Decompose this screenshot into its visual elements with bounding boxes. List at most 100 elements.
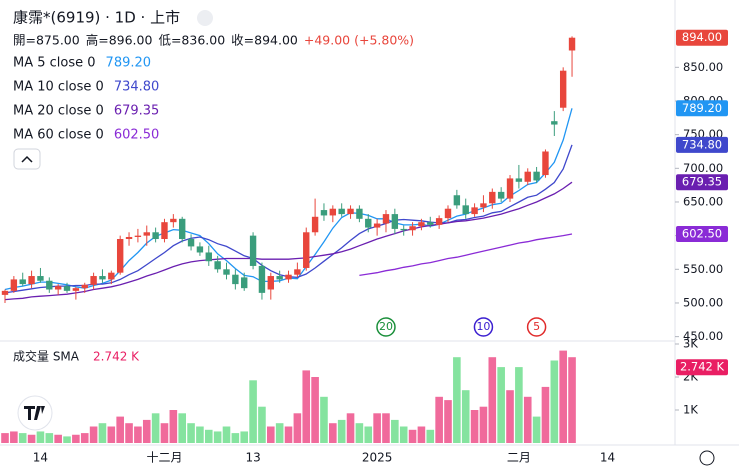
event-marker xyxy=(376,317,396,337)
volume-bar xyxy=(515,367,523,443)
volume-bar xyxy=(98,423,107,443)
volume-bar xyxy=(417,426,426,443)
volume-bar xyxy=(275,423,284,443)
y-tick-label: 500.00 xyxy=(683,295,723,309)
candle-body xyxy=(1,290,9,295)
event-label: 20 xyxy=(379,320,393,333)
candle-body xyxy=(559,70,567,108)
tv-logo xyxy=(17,395,53,431)
candle-body xyxy=(294,269,301,275)
volume-bar xyxy=(435,396,443,443)
candle-body xyxy=(81,284,88,289)
volume-bar xyxy=(89,426,98,443)
price-label: 894.00 xyxy=(682,30,722,44)
volume-bar xyxy=(160,423,169,443)
candle-body xyxy=(72,288,80,291)
candle-body xyxy=(427,222,434,225)
volume-sma-value: 2.742 K xyxy=(93,350,140,364)
candle-body xyxy=(90,276,97,285)
collapse-button[interactable] xyxy=(13,148,41,170)
volume-bar xyxy=(196,426,204,443)
volume-bar xyxy=(364,426,373,443)
event-label: 5 xyxy=(533,320,540,333)
settings-icon[interactable] xyxy=(699,450,715,466)
volume-bar xyxy=(187,423,195,443)
volume-bar xyxy=(240,431,249,443)
candle-body xyxy=(134,235,142,237)
candle-body xyxy=(19,279,26,285)
candle-body xyxy=(338,208,345,215)
volume-bar xyxy=(54,434,62,443)
volume-bar xyxy=(10,431,18,443)
candle-body xyxy=(232,274,239,285)
candle-body xyxy=(444,208,452,219)
price-label-box xyxy=(676,225,728,242)
candle-body xyxy=(329,208,337,216)
candle-body xyxy=(223,269,230,275)
volume-bar xyxy=(346,413,355,443)
ohlc-value: 高=896.00 xyxy=(86,33,153,48)
candle-body xyxy=(453,195,461,206)
legend-value: 602.50 xyxy=(114,128,160,143)
volume-bar xyxy=(523,396,532,443)
candle-body xyxy=(480,203,487,208)
chevron xyxy=(21,155,33,163)
y-tick-label: 450.00 xyxy=(683,329,723,343)
candle-body xyxy=(46,280,53,290)
candle-body xyxy=(382,214,390,224)
volume-label-box xyxy=(676,359,728,376)
candle-body xyxy=(320,210,328,216)
candle-body xyxy=(347,208,354,215)
candle-body xyxy=(285,274,292,280)
volume-bar xyxy=(355,423,364,443)
volume-bar xyxy=(116,416,124,443)
volume-bar xyxy=(18,433,27,443)
legend-name: MA 20 close 0 xyxy=(13,104,104,119)
ohlc-value: 低=836.00 xyxy=(158,33,225,48)
ma-line xyxy=(4,181,573,301)
candle-body xyxy=(28,276,35,285)
legend-name: MA 5 close 0 xyxy=(13,56,96,71)
volume-bar xyxy=(320,396,328,443)
candle-body xyxy=(497,191,505,199)
volume-bar xyxy=(479,406,488,443)
candle-body xyxy=(303,232,310,268)
volume-bar xyxy=(267,426,275,443)
volume-bar xyxy=(169,410,178,443)
volume-bar xyxy=(453,357,461,443)
volume-bar xyxy=(249,380,257,443)
x-tick-label: 2025 xyxy=(362,451,393,465)
volume-tick-label: 1K xyxy=(683,403,698,417)
volume-sma-label: 2.742 K xyxy=(680,360,725,374)
candle-body xyxy=(152,232,159,240)
candle-body xyxy=(170,218,177,223)
candle-body xyxy=(435,218,443,225)
volume-bar xyxy=(63,436,71,443)
volume-bar xyxy=(151,413,160,443)
volume-bar xyxy=(142,419,151,443)
x-tick-label: 14 xyxy=(33,451,48,465)
x-tick-label: 十二月 xyxy=(146,451,182,465)
volume-bar xyxy=(222,426,231,443)
ohlc-value: 開=875.00 xyxy=(13,33,80,48)
y-tick-label: 850.00 xyxy=(683,60,723,74)
volume-tick-label: 3K xyxy=(683,337,698,351)
event-label: 10 xyxy=(476,320,490,333)
candle-body xyxy=(373,223,381,228)
volume-bar xyxy=(293,413,302,443)
volume-bar xyxy=(550,360,559,443)
candle-body xyxy=(365,218,372,228)
volume-bar xyxy=(488,357,497,443)
candle-body xyxy=(241,277,248,289)
candle-body xyxy=(311,216,319,233)
candle-body xyxy=(10,279,18,291)
candle-body xyxy=(391,214,399,229)
candle-body xyxy=(143,232,150,236)
volume-bar xyxy=(107,426,116,443)
volume-title: 成交量 SMA xyxy=(13,349,80,364)
candle-body xyxy=(515,178,523,182)
icon[interactable] xyxy=(197,10,213,26)
volume-bar xyxy=(213,431,222,443)
x-tick-label: 14 xyxy=(600,451,615,465)
